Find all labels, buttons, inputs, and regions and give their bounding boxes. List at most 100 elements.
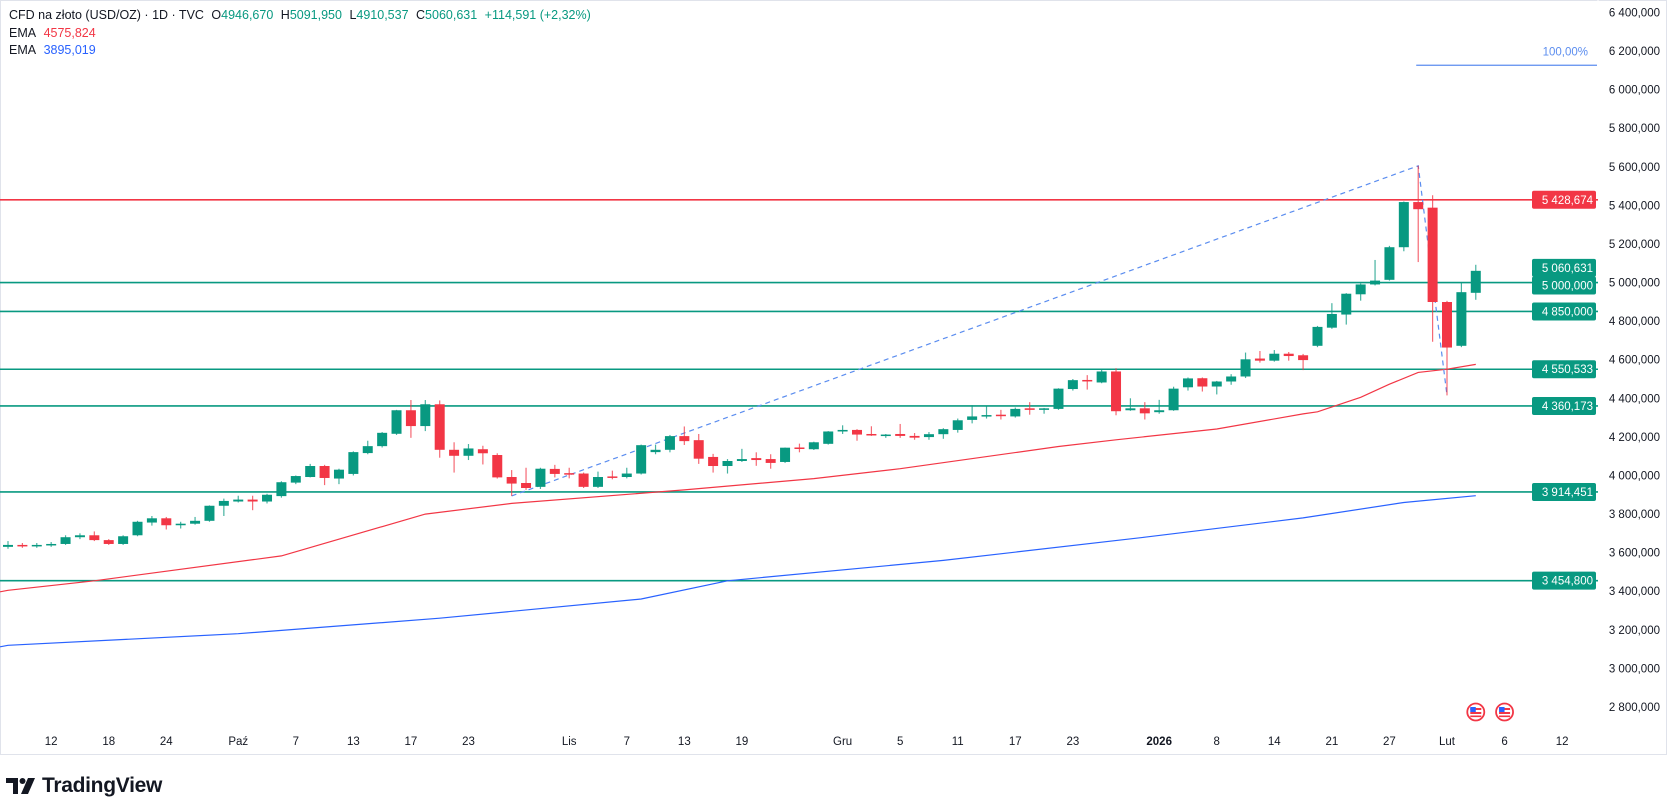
candle[interactable] [377, 432, 388, 448]
time-axis[interactable]: 12 18 24 Paź 7 13 17 23 Lis 7 13 19 Gru 5 11 17 23 2026 8 1… [45, 736, 1569, 748]
candle[interactable] [880, 433, 891, 438]
candle[interactable] [1384, 245, 1395, 281]
candle[interactable] [1312, 325, 1323, 348]
candle[interactable] [535, 467, 546, 489]
candle[interactable] [60, 535, 71, 545]
candle[interactable] [693, 433, 704, 464]
symbol-legend[interactable]: CFD na złoto (USD/OZ) · 1D · TVC O4946,6… [9, 7, 595, 24]
candle[interactable] [31, 542, 42, 548]
candle[interactable] [1039, 407, 1050, 414]
candle[interactable] [650, 444, 661, 455]
candle[interactable] [247, 495, 258, 511]
candle[interactable] [1283, 351, 1294, 361]
candle[interactable] [1398, 201, 1409, 252]
candle[interactable] [664, 434, 675, 453]
candle[interactable] [895, 423, 906, 438]
candle[interactable] [1125, 398, 1136, 411]
candle[interactable] [477, 445, 488, 465]
candle[interactable] [46, 542, 57, 547]
candle[interactable] [909, 433, 920, 440]
candle[interactable] [118, 535, 129, 545]
candle[interactable] [103, 539, 114, 545]
candle[interactable] [1154, 399, 1165, 414]
candle[interactable] [434, 400, 445, 458]
candle[interactable] [132, 520, 143, 537]
candle[interactable] [621, 467, 632, 479]
candle[interactable] [967, 405, 978, 424]
candle[interactable] [852, 429, 863, 441]
candle[interactable] [736, 448, 747, 462]
candle[interactable] [549, 464, 560, 478]
candle[interactable] [74, 533, 85, 540]
candle[interactable] [17, 542, 28, 548]
candle[interactable] [1442, 300, 1452, 396]
candle[interactable] [952, 418, 963, 433]
candle[interactable] [1240, 352, 1251, 379]
candle[interactable] [1326, 303, 1337, 329]
candle[interactable] [578, 472, 589, 489]
candle[interactable] [262, 493, 273, 504]
candle[interactable] [938, 428, 949, 439]
candle[interactable] [1168, 386, 1179, 411]
candle[interactable] [233, 495, 244, 503]
candle[interactable] [765, 454, 776, 469]
candle[interactable] [923, 432, 934, 440]
candle[interactable] [1269, 350, 1280, 362]
candle[interactable] [794, 443, 805, 453]
us-flag-icon[interactable] [1495, 702, 1514, 722]
candle[interactable] [722, 459, 733, 474]
candle[interactable] [449, 442, 460, 473]
candle[interactable] [1024, 402, 1035, 415]
candle[interactable] [276, 481, 287, 498]
candle[interactable] [1254, 351, 1265, 363]
candle[interactable] [564, 467, 575, 479]
candle[interactable] [463, 444, 474, 461]
candle[interactable] [1067, 378, 1078, 391]
candle[interactable] [1413, 165, 1424, 263]
candle[interactable] [1082, 375, 1093, 390]
candle[interactable] [362, 440, 373, 455]
candle[interactable] [780, 447, 791, 463]
candle[interactable] [319, 464, 330, 486]
candle[interactable] [679, 426, 690, 445]
candle[interactable] [823, 431, 834, 445]
candle[interactable] [1096, 369, 1107, 384]
candle[interactable] [1341, 293, 1352, 325]
candle[interactable] [391, 409, 402, 435]
candle[interactable] [204, 505, 215, 522]
events[interactable] [1466, 702, 1514, 722]
candle[interactable] [305, 463, 316, 478]
candle[interactable] [175, 521, 186, 529]
candle[interactable] [190, 516, 201, 525]
candle[interactable] [290, 475, 301, 485]
candle[interactable] [1355, 283, 1366, 301]
candle[interactable] [492, 453, 503, 479]
candle[interactable] [218, 498, 229, 516]
candle[interactable] [348, 451, 359, 476]
candle[interactable] [420, 400, 431, 432]
candle[interactable] [1456, 282, 1467, 348]
candle[interactable] [837, 425, 848, 434]
candle[interactable] [751, 452, 762, 466]
candle[interactable] [808, 441, 819, 450]
candle[interactable] [636, 444, 647, 475]
candle[interactable] [521, 467, 532, 490]
candle[interactable] [333, 468, 344, 485]
tradingview-logo[interactable]: TradingView [6, 774, 162, 798]
candle[interactable] [1370, 259, 1381, 286]
candle[interactable] [3, 541, 13, 549]
us-flag-icon[interactable] [1466, 702, 1486, 722]
candle[interactable] [607, 470, 618, 480]
candle[interactable] [995, 409, 1006, 420]
candle[interactable] [866, 426, 877, 436]
candle[interactable] [1226, 374, 1237, 385]
candle[interactable] [506, 470, 517, 496]
candle[interactable] [1211, 380, 1222, 395]
price-chart[interactable]: 100,00% 6 400,000 6 200,000 6 000,000 5 800… [0, 0, 1672, 760]
ema-legend-slow[interactable]: EMA 3895,019 [9, 42, 100, 59]
candle[interactable] [1470, 264, 1481, 300]
candle[interactable] [89, 531, 100, 542]
price-axis[interactable]: 6 400,000 6 200,000 6 000,000 5 800,000 5 60… [1609, 7, 1660, 714]
candle[interactable] [1427, 195, 1438, 342]
candle[interactable] [1298, 353, 1309, 371]
